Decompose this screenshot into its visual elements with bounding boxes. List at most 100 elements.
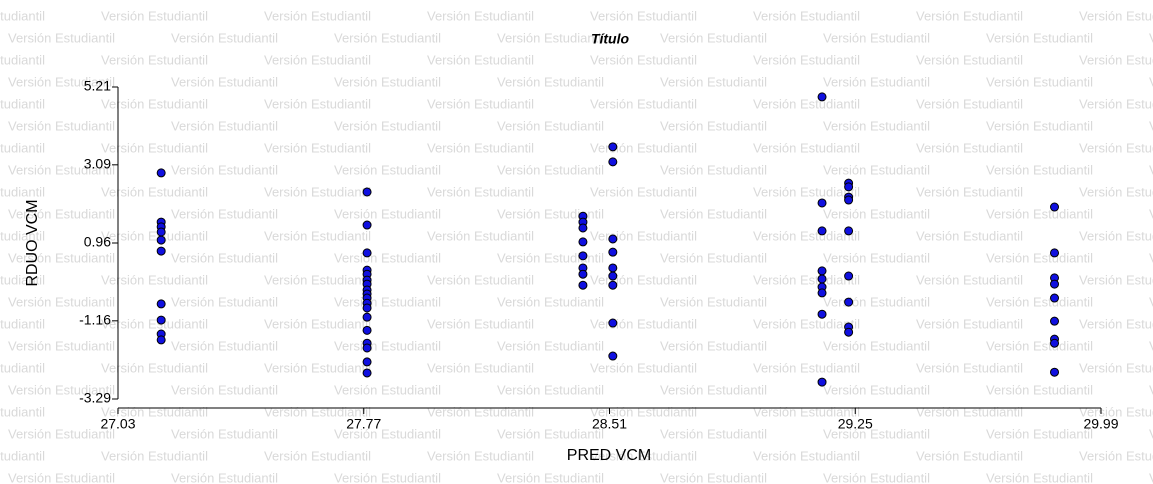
watermark-text: Versión Estudiantil [8, 294, 115, 309]
point [156, 235, 166, 245]
watermark-text: Versión Estudiantil [916, 316, 1023, 331]
watermark-text: Versión Estudiantil [916, 404, 1023, 419]
point [817, 226, 827, 236]
point [608, 247, 618, 257]
watermark-text: Versión Estudiantil [0, 52, 45, 67]
watermark-text: Versión Estudiantil [753, 272, 860, 287]
watermark-text: Versión Estudiantil [8, 338, 115, 353]
watermark-text: Versión Estudiantil [916, 52, 1023, 67]
watermark-text: Versión Estudiantil [1079, 316, 1153, 331]
watermark-text: Versión Estudiantil [427, 96, 534, 111]
point [608, 263, 618, 273]
y-tick-label: -1.16 [79, 312, 111, 328]
point [362, 312, 372, 322]
watermark-text: Versión Estudiantil [986, 382, 1093, 397]
watermark-text: Versión Estudiantil [1149, 162, 1153, 177]
y-axis-label: RDUO VCM [24, 199, 41, 286]
watermark-text: Versión Estudiantil [986, 30, 1093, 45]
watermark-text: Versión Estudiantil [171, 250, 278, 265]
x-tick-label: 28.51 [592, 416, 627, 432]
watermark-text: Versión Estudiantil [590, 184, 697, 199]
watermark-text: Versión Estudiantil [334, 30, 441, 45]
watermark-text: Versión Estudiantil [497, 426, 604, 441]
watermark-text: Versión Estudiantil [171, 206, 278, 221]
watermark-text: Versión Estudiantil [0, 272, 45, 287]
watermark-text: Versión Estudiantil [264, 316, 371, 331]
watermark-text: Versión Estudiantil [590, 360, 697, 375]
watermark-text: Versión Estudiantil [497, 162, 604, 177]
point [608, 318, 618, 328]
point [578, 251, 588, 261]
watermark-text: Versión Estudiantil [823, 470, 930, 484]
watermark-text: Versión Estudiantil [1079, 448, 1153, 463]
watermark-text: Versión Estudiantil [753, 360, 860, 375]
watermark-text: Versión Estudiantil [264, 184, 371, 199]
watermark-text: Versión Estudiantil [334, 206, 441, 221]
watermark-text: Versión Estudiantil [590, 8, 697, 23]
watermark-text: Versión Estudiantil [497, 30, 604, 45]
watermark-text: Versión Estudiantil [590, 52, 697, 67]
watermark-text: Versión Estudiantil [1149, 470, 1153, 484]
point [1050, 293, 1060, 303]
watermark-text: Versión Estudiantil [1079, 228, 1153, 243]
x-tick-label: 27.03 [100, 416, 135, 432]
point [608, 271, 618, 281]
point [362, 303, 372, 313]
watermark-text: Versión Estudiantil [497, 338, 604, 353]
watermark-text: Versión Estudiantil [1149, 74, 1153, 89]
point [608, 351, 618, 361]
watermark-text: Versión Estudiantil [590, 96, 697, 111]
watermark-text: Versión Estudiantil [986, 118, 1093, 133]
point [844, 226, 854, 236]
watermark-text: Versión Estudiantil [986, 162, 1093, 177]
watermark-layer: Versión Estudiantil Versión Estudiantil Ve… [0, 8, 1153, 484]
watermark-text: Versión Estudiantil [823, 118, 930, 133]
watermark-text: Versión Estudiantil [171, 338, 278, 353]
point [608, 280, 618, 290]
watermark-text: Versión Estudiantil [986, 250, 1093, 265]
watermark-text: Versión Estudiantil [916, 96, 1023, 111]
watermark-text: Versión Estudiantil [101, 8, 208, 23]
point [1050, 338, 1060, 348]
watermark-text: Versión Estudiantil [660, 118, 767, 133]
point [156, 227, 166, 237]
point [844, 182, 854, 192]
watermark-text: Versión Estudiantil [264, 140, 371, 155]
point [817, 309, 827, 319]
watermark-text: Versión Estudiantil [753, 96, 860, 111]
plot: Título -3.29 -1.16 0.96 3.09 5.21 27.03 27.77 28… [24, 31, 1119, 465]
watermark-text: Versión Estudiantil [1079, 8, 1153, 23]
point [362, 368, 372, 378]
watermark-text: Versión Estudiantil [660, 162, 767, 177]
point [844, 195, 854, 205]
point [817, 377, 827, 387]
watermark-text: Versión Estudiantil [1079, 272, 1153, 287]
watermark-text: Versión Estudiantil [823, 74, 930, 89]
watermark-text: Versión Estudiantil [0, 316, 45, 331]
watermark-text: Versión Estudiantil [334, 294, 441, 309]
watermark-text: Versión Estudiantil [101, 228, 208, 243]
watermark-text: Versión Estudiantil [916, 360, 1023, 375]
point [362, 357, 372, 367]
x-tick-label: 29.25 [838, 416, 873, 432]
watermark-text: Versión Estudiantil [823, 294, 930, 309]
watermark-text: Versión Estudiantil [264, 52, 371, 67]
point [156, 335, 166, 345]
watermark-text: Versión Estudiantil [1149, 294, 1153, 309]
y-tick-label: -3.29 [79, 390, 111, 406]
watermark-text: Versión Estudiantil [916, 448, 1023, 463]
watermark-text: Versión Estudiantil [0, 184, 45, 199]
watermark-text: Versión Estudiantil [8, 206, 115, 221]
watermark-text: Versión Estudiantil [427, 360, 534, 375]
watermark-text: Versión Estudiantil [753, 228, 860, 243]
watermark-text: Versión Estudiantil [497, 74, 604, 89]
watermark-text: Versión Estudiantil [753, 184, 860, 199]
watermark-text: Versión Estudiantil [264, 272, 371, 287]
point [156, 315, 166, 325]
watermark-text: Versión Estudiantil [101, 448, 208, 463]
watermark-text: Versión Estudiantil [264, 448, 371, 463]
y-tick-label: 0.96 [84, 234, 111, 250]
watermark-text: Versión Estudiantil [823, 30, 930, 45]
watermark-text: Versión Estudiantil [823, 162, 930, 177]
watermark-text: Versión Estudiantil [590, 272, 697, 287]
